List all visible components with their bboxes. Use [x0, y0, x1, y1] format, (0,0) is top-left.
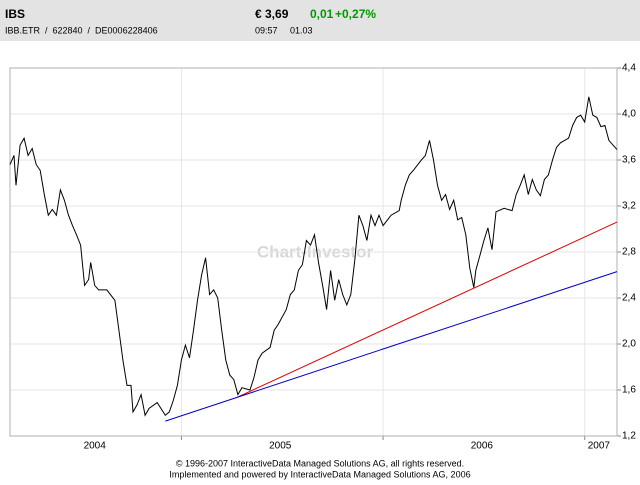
y-tick-label: 2,8 [622, 247, 636, 258]
symbol: IBS [5, 7, 25, 21]
ids: IBB.ETR / 622840 / DE0006228406 [5, 25, 158, 35]
price-line [165, 271, 618, 422]
price: € 3,69 [255, 7, 289, 21]
y-tick-label: 4,4 [622, 63, 636, 74]
price-line [237, 221, 618, 398]
y-tick-label: 1,6 [622, 385, 636, 396]
price-line [9, 96, 618, 417]
date: 01.03 [290, 25, 313, 35]
x-tick-label: 2005 [269, 441, 292, 452]
change-pct: +0,27% [335, 7, 376, 21]
y-tick-label: 2,4 [622, 293, 636, 304]
footer-line: © 1996-2007 InteractiveData Managed Solu… [176, 458, 464, 468]
y-tick-label: 1,2 [622, 431, 636, 442]
footer-line: Implemented and powered by InteractiveDa… [169, 469, 470, 479]
time: 09:57 [255, 25, 278, 35]
header-bar [0, 0, 640, 41]
y-tick-label: 3,2 [622, 201, 636, 212]
y-tick-label: 2,0 [622, 339, 636, 350]
x-tick-label: 2004 [84, 441, 107, 452]
x-tick-label: 2007 [588, 441, 611, 452]
y-tick-label: 4,0 [622, 109, 636, 120]
plot-frame [9, 67, 618, 437]
change: 0,01 [310, 7, 334, 21]
y-tick-label: 3,6 [622, 155, 636, 166]
x-tick-label: 2006 [471, 441, 494, 452]
